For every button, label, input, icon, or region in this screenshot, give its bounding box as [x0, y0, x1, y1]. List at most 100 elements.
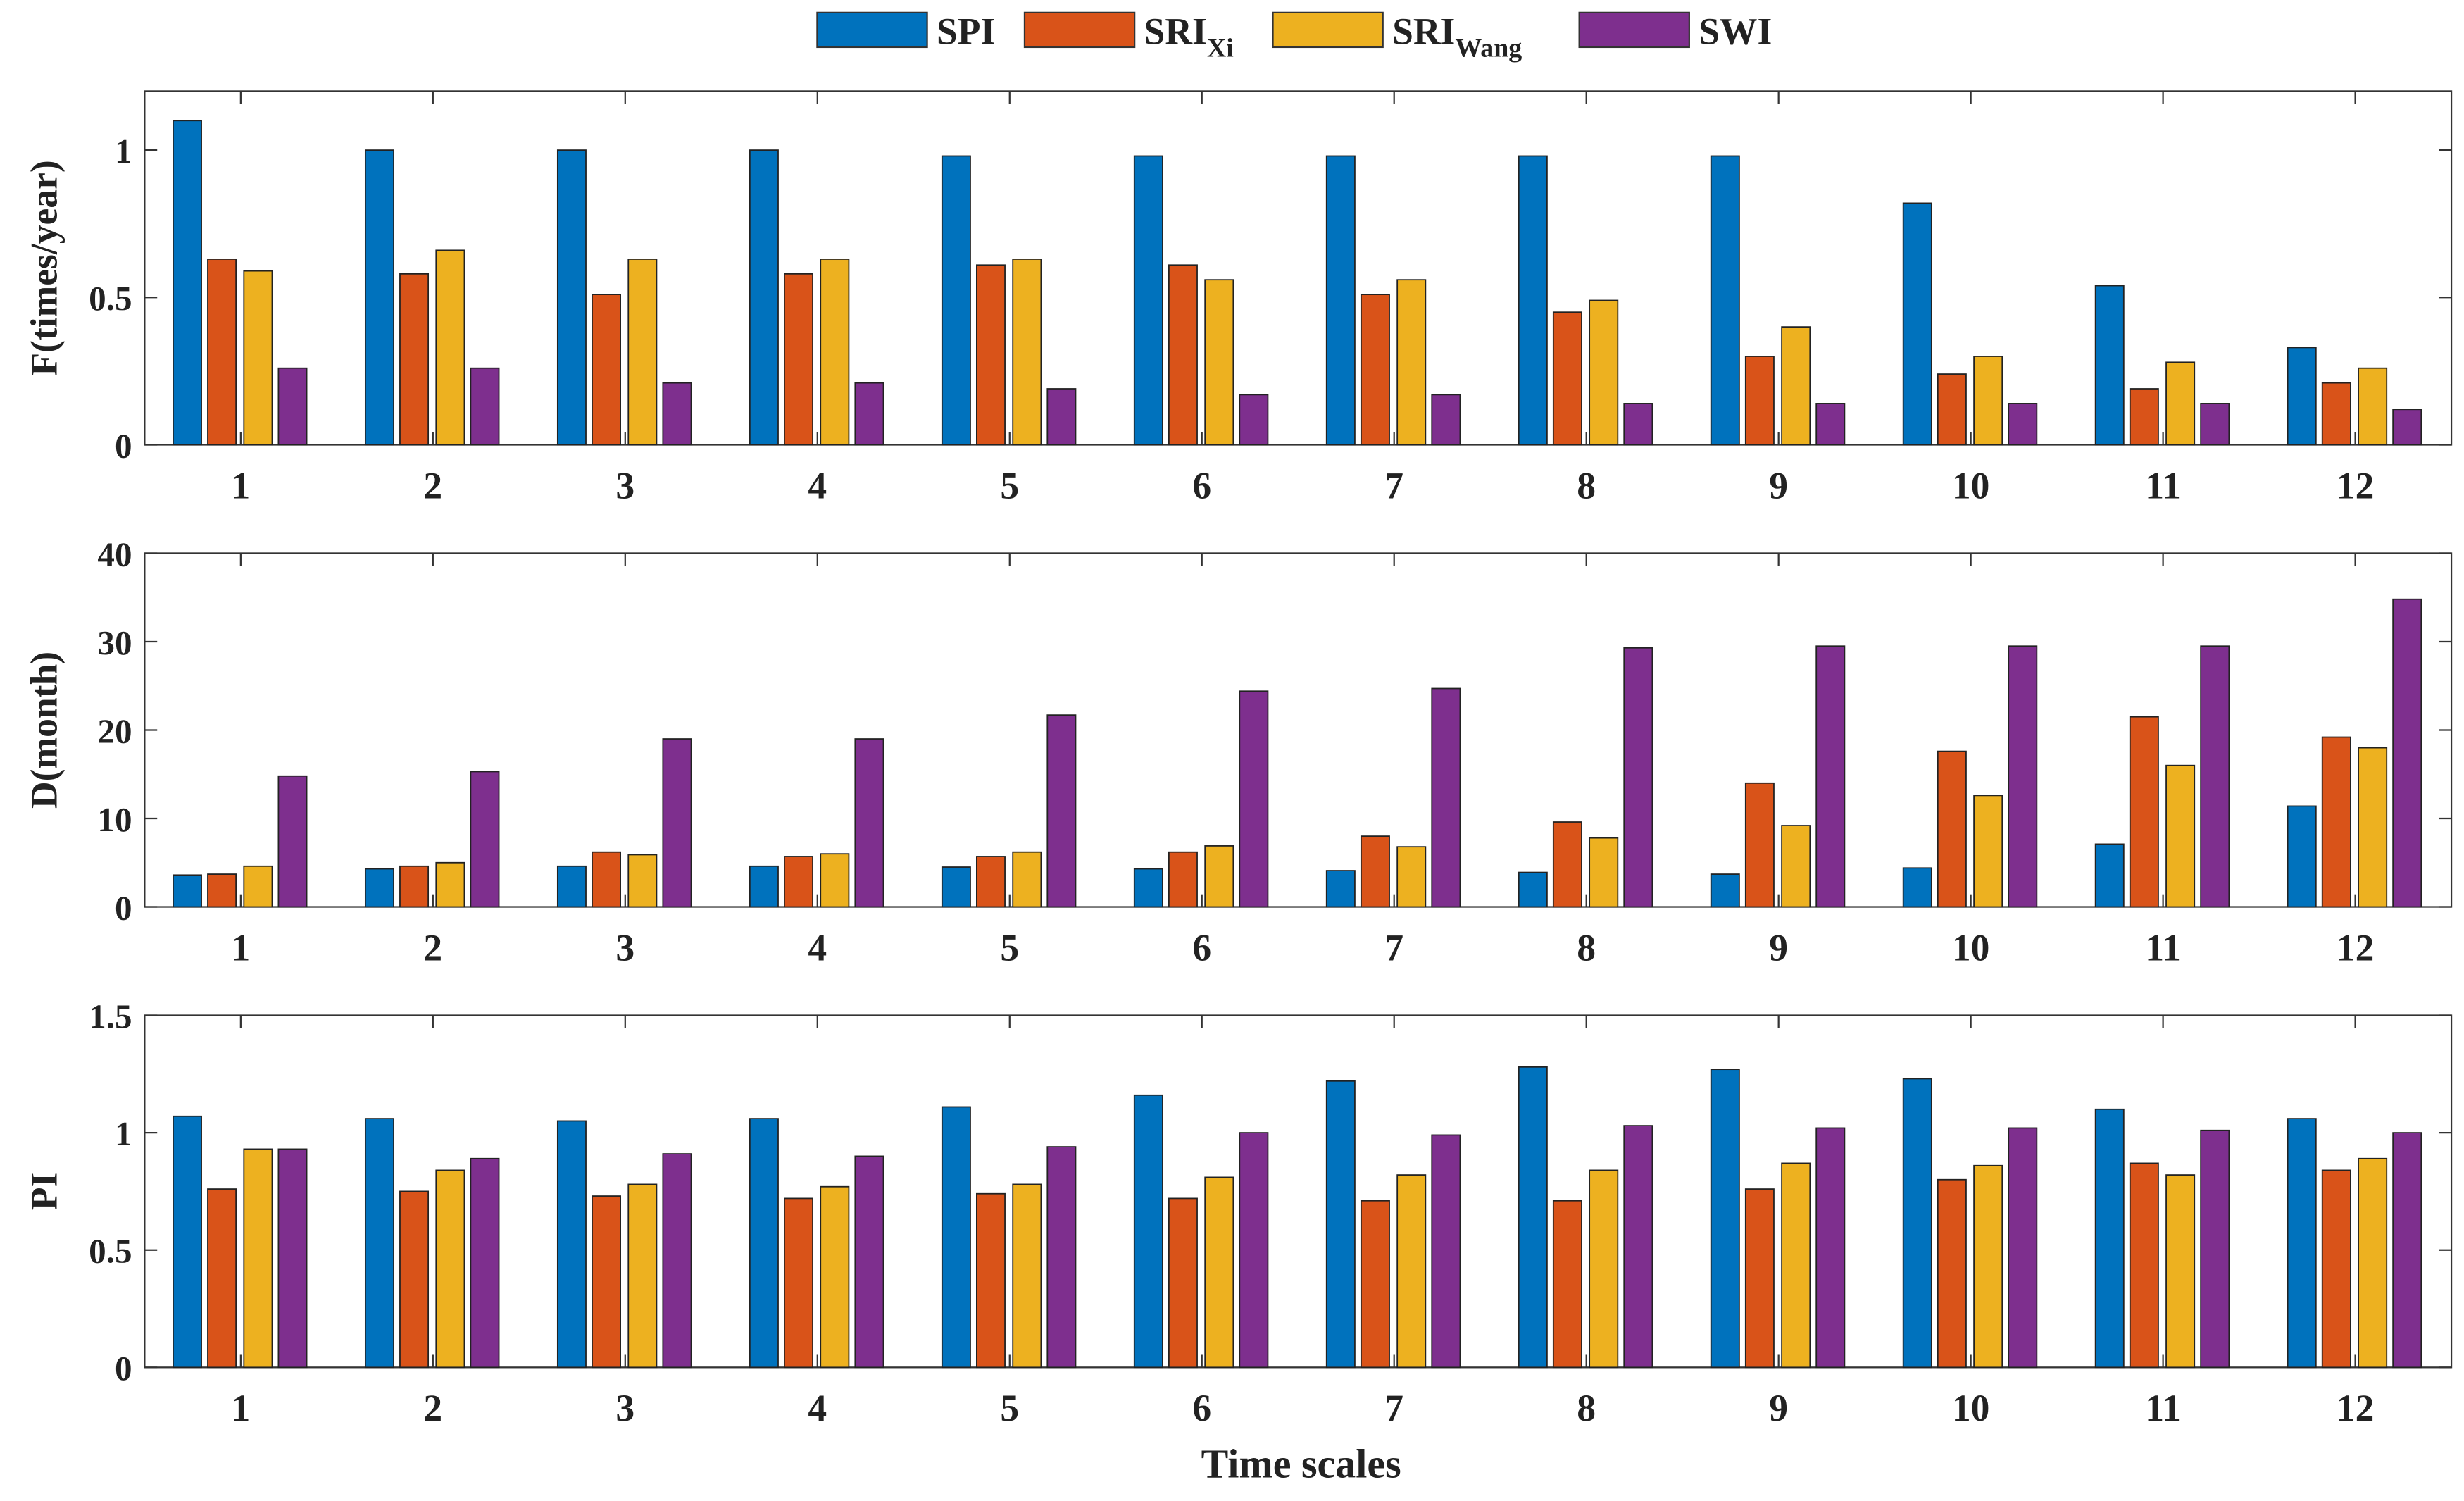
- bar-sri-xi: [592, 294, 622, 446]
- bar-sri-wang: [1204, 279, 1234, 446]
- x-tick-label: 3: [615, 1387, 634, 1429]
- legend: SPI SRIXi SRIWang SWI: [816, 10, 1772, 63]
- bar-spi: [749, 149, 779, 446]
- bar-swi: [2200, 645, 2230, 908]
- bar-spi: [1902, 202, 1932, 446]
- legend-label: SPI: [937, 10, 995, 52]
- bar-sri-wang: [1781, 825, 1811, 908]
- bar-sri-wang: [2165, 361, 2196, 446]
- x-tick-label: 5: [1000, 926, 1019, 969]
- x-tick-label: 11: [2145, 464, 2181, 506]
- legend-entry: SPI: [816, 10, 995, 52]
- bar-sri-wang: [1589, 837, 1619, 908]
- y-tick-label: 0.5: [89, 1232, 132, 1271]
- bar-sri-wang: [1012, 1183, 1042, 1369]
- bar-spi: [364, 149, 394, 446]
- bar-sri-wang: [1589, 299, 1619, 446]
- bar-spi: [1710, 155, 1740, 446]
- bar-spi: [556, 1120, 587, 1369]
- x-tick-label: 10: [1952, 464, 1990, 506]
- bar-sri-wang: [243, 1148, 273, 1369]
- bar-spi: [1518, 155, 1548, 446]
- bar-swi: [662, 1153, 692, 1369]
- bar-swi: [1239, 394, 1269, 446]
- bar-swi: [470, 1157, 500, 1369]
- bar-sri-xi: [1937, 1178, 1967, 1369]
- bar-sri-xi: [976, 264, 1006, 446]
- bar-sri-wang: [2165, 764, 2196, 908]
- x-tick-label: 4: [808, 1387, 827, 1429]
- bar-sri-wang: [627, 1183, 658, 1369]
- x-tick-label: 2: [423, 464, 442, 506]
- bar-sri-wang: [627, 259, 658, 446]
- bar-sri-wang: [1204, 845, 1234, 908]
- bar-sri-xi: [784, 1197, 813, 1369]
- x-tick-label: 12: [2337, 464, 2375, 506]
- x-tick-label: 9: [1769, 464, 1788, 506]
- y-tick-label: 0: [115, 1349, 132, 1388]
- y-tick-label: 10: [97, 800, 132, 839]
- bar-spi: [2094, 285, 2125, 446]
- bar-swi: [2200, 1129, 2230, 1369]
- bar-spi: [941, 866, 971, 908]
- bar-sri-wang: [435, 861, 465, 908]
- bar-spi: [1325, 1080, 1356, 1369]
- bar-spi: [1518, 1066, 1548, 1369]
- bar-sri-xi: [207, 259, 237, 446]
- y-tick-label: 30: [97, 623, 132, 662]
- bar-sri-wang: [1781, 1162, 1811, 1369]
- bar-swi: [1623, 1125, 1653, 1369]
- bar-swi: [854, 382, 884, 446]
- bar-swi: [1239, 690, 1269, 908]
- bar-sri-wang: [627, 854, 658, 908]
- bar-swi: [1046, 388, 1077, 446]
- bar-sri-xi: [207, 873, 237, 908]
- x-tick-label: 1: [231, 926, 250, 969]
- bar-sri-xi: [2321, 382, 2351, 446]
- x-tick-label: 8: [1577, 464, 1596, 506]
- bar-sri-wang: [2358, 367, 2388, 446]
- bar-sri-wang: [1396, 279, 1427, 446]
- bar-spi: [1325, 155, 1356, 446]
- bar-spi: [364, 868, 394, 908]
- legend-swatch: [816, 11, 928, 49]
- bar-sri-xi: [2129, 716, 2159, 908]
- bar-spi: [2094, 1108, 2125, 1369]
- bar-sri-xi: [1552, 1200, 1582, 1369]
- bar-spi: [1902, 1078, 1932, 1369]
- x-tick-label: 6: [1192, 926, 1211, 969]
- bar-swi: [1815, 403, 1846, 446]
- y-axis-label: PI: [23, 1173, 65, 1211]
- x-tick-label: 7: [1384, 926, 1403, 969]
- bar-swi: [1431, 394, 1461, 446]
- panel-1: 00.51F(times/year)1 2 3 4 5 6 7 8 9 10 11 12: [23, 90, 2453, 506]
- bar-sri-wang: [435, 249, 465, 446]
- bar-sri-xi: [1168, 1197, 1198, 1369]
- bar-sri-wang: [820, 853, 850, 908]
- bar-spi: [941, 155, 971, 446]
- bar-sri-xi: [1360, 294, 1390, 446]
- bar-sri-xi: [1937, 750, 1967, 908]
- bar-spi: [1133, 868, 1163, 908]
- bar-sri-wang: [1781, 326, 1811, 446]
- x-tick-label: 12: [2337, 1387, 2375, 1429]
- y-tick-label: 0: [115, 426, 132, 465]
- x-tick-label: 11: [2145, 926, 2181, 969]
- bar-sri-wang: [1589, 1169, 1619, 1369]
- bar-sri-wang: [1204, 1176, 1234, 1369]
- bar-spi: [173, 1115, 202, 1369]
- bar-swi: [2392, 598, 2422, 908]
- x-tick-label: 3: [615, 926, 634, 969]
- bar-sri-xi: [1744, 782, 1775, 908]
- bar-spi: [1902, 867, 1932, 908]
- x-tick-label: 10: [1952, 926, 1990, 969]
- x-tick-label: 2: [423, 1387, 442, 1429]
- x-tick-label: 1: [231, 1387, 250, 1429]
- y-tick-label: 0.5: [89, 279, 132, 318]
- bar-sri-xi: [399, 865, 430, 908]
- bar-sri-wang: [1012, 851, 1042, 908]
- bar-spi: [1133, 155, 1163, 446]
- bar-sri-wang: [1396, 1174, 1427, 1369]
- legend-label: SRIXi: [1144, 10, 1234, 63]
- legend-entry: SRIXi: [1023, 10, 1234, 63]
